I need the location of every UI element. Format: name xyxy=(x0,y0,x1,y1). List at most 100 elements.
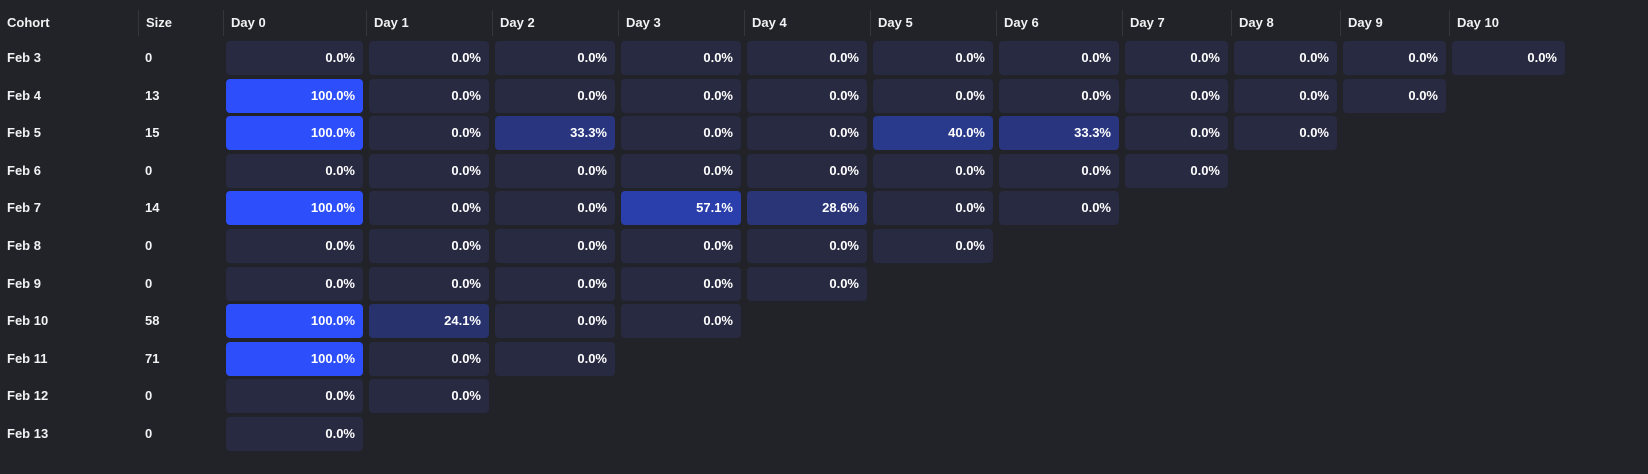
retention-cell[interactable]: 0.0% xyxy=(369,153,489,188)
column-header-day-7: Day 7 xyxy=(1122,10,1231,36)
cohort-size: 58 xyxy=(145,313,160,329)
cohort-label: Feb 10 xyxy=(7,313,49,329)
retention-cell[interactable]: 0.0% xyxy=(1125,116,1228,151)
column-header-cohort: Cohort xyxy=(7,15,50,30)
retention-cell[interactable]: 0.0% xyxy=(495,341,615,376)
cohort-label: Feb 7 xyxy=(7,200,41,216)
retention-cell[interactable]: 0.0% xyxy=(495,191,615,226)
cohort-size: 14 xyxy=(145,200,160,216)
cohort-size: 15 xyxy=(145,125,160,141)
retention-cell[interactable]: 0.0% xyxy=(226,229,363,263)
retention-cell[interactable]: 57.1% xyxy=(621,191,741,226)
cohort-label: Feb 8 xyxy=(7,238,41,253)
retention-cell[interactable]: 0.0% xyxy=(226,379,363,414)
retention-cell[interactable]: 0.0% xyxy=(369,379,489,414)
retention-cell[interactable]: 0.0% xyxy=(1343,41,1446,75)
cohort-size: 13 xyxy=(145,87,160,103)
retention-cell[interactable]: 0.0% xyxy=(369,229,489,263)
retention-cell[interactable]: 0.0% xyxy=(226,417,363,451)
cohort-size: 71 xyxy=(145,350,160,366)
retention-cell[interactable]: 0.0% xyxy=(1234,116,1337,151)
table-row: Feb 9 0 0.0% 0.0% 0.0% 0.0% 0.0% xyxy=(0,266,1648,301)
cohort-label: Feb 5 xyxy=(7,125,41,141)
cohort-size: 0 xyxy=(145,238,153,253)
retention-cell[interactable]: 0.0% xyxy=(226,41,363,75)
retention-cell[interactable]: 0.0% xyxy=(999,78,1119,113)
column-header-day-6: Day 6 xyxy=(996,10,1122,36)
retention-cell[interactable]: 0.0% xyxy=(621,116,741,151)
retention-cell[interactable]: 0.0% xyxy=(621,229,741,263)
cohort-label: Feb 4 xyxy=(7,87,41,103)
cohort-size: 0 xyxy=(145,275,153,291)
retention-cell[interactable]: 0.0% xyxy=(873,78,993,113)
retention-cell[interactable]: 0.0% xyxy=(495,304,615,339)
retention-cell[interactable]: 0.0% xyxy=(621,304,741,339)
column-header-day-8: Day 8 xyxy=(1231,10,1340,36)
retention-cell[interactable]: 100.0% xyxy=(226,304,363,339)
cohort-label: Feb 11 xyxy=(7,350,48,366)
retention-cell[interactable]: 0.0% xyxy=(495,41,615,75)
retention-cell[interactable]: 0.0% xyxy=(369,266,489,301)
retention-cell[interactable]: 100.0% xyxy=(226,191,363,226)
retention-cell[interactable]: 0.0% xyxy=(999,153,1119,188)
retention-cell[interactable]: 0.0% xyxy=(369,78,489,113)
retention-cell[interactable]: 0.0% xyxy=(621,41,741,75)
retention-cell[interactable]: 0.0% xyxy=(747,153,867,188)
cohort-size: 0 xyxy=(145,426,153,441)
cohort-size: 0 xyxy=(145,50,153,65)
retention-cell[interactable]: 0.0% xyxy=(495,153,615,188)
retention-cell[interactable]: 0.0% xyxy=(873,153,993,188)
retention-cell[interactable]: 0.0% xyxy=(1125,153,1228,188)
retention-cell[interactable]: 0.0% xyxy=(873,41,993,75)
table-row: Feb 12 0 0.0% 0.0% xyxy=(0,379,1648,414)
column-header-day-1: Day 1 xyxy=(366,10,492,36)
retention-table-header: Cohort Size Day 0 Day 1 Day 2 Day 3 Day 4 Day 5… xyxy=(0,0,1648,44)
table-row: Feb 8 0 0.0% 0.0% 0.0% 0.0% 0.0% 0.0% xyxy=(0,229,1648,263)
column-header-day-0: Day 0 xyxy=(223,10,366,36)
retention-cell[interactable]: 24.1% xyxy=(369,304,489,339)
retention-cell[interactable]: 0.0% xyxy=(747,229,867,263)
retention-cell[interactable]: 0.0% xyxy=(1234,78,1337,113)
retention-cell[interactable]: 0.0% xyxy=(999,41,1119,75)
retention-cell[interactable]: 0.0% xyxy=(1234,41,1337,75)
column-header-size: Size xyxy=(138,10,223,36)
retention-cell[interactable]: 33.3% xyxy=(495,116,615,151)
retention-cell[interactable]: 0.0% xyxy=(1343,78,1446,113)
retention-cell[interactable]: 0.0% xyxy=(873,191,993,226)
cohort-size: 0 xyxy=(145,162,153,178)
cohort-label: Feb 13 xyxy=(7,426,49,441)
retention-cell[interactable]: 0.0% xyxy=(495,78,615,113)
retention-cell[interactable]: 0.0% xyxy=(369,116,489,151)
retention-cell[interactable]: 0.0% xyxy=(747,116,867,151)
column-header-day-2: Day 2 xyxy=(492,10,618,36)
retention-cell[interactable]: 0.0% xyxy=(1125,78,1228,113)
cohort-label: Feb 3 xyxy=(7,50,41,65)
retention-cell[interactable]: 0.0% xyxy=(369,191,489,226)
table-row: Feb 3 0 0.0% 0.0% 0.0% 0.0% 0.0% 0.0% 0.0% 0.0% 0.… xyxy=(0,41,1648,75)
retention-cell[interactable]: 100.0% xyxy=(226,341,363,376)
retention-cell[interactable]: 100.0% xyxy=(226,116,363,151)
retention-cell[interactable]: 0.0% xyxy=(226,266,363,301)
retention-cell[interactable]: 0.0% xyxy=(369,41,489,75)
retention-cell[interactable]: 0.0% xyxy=(621,266,741,301)
retention-cell[interactable]: 100.0% xyxy=(226,78,363,113)
retention-cell[interactable]: 0.0% xyxy=(747,266,867,301)
retention-cell[interactable]: 0.0% xyxy=(495,229,615,263)
retention-cell[interactable]: 0.0% xyxy=(495,266,615,301)
retention-cell[interactable]: 0.0% xyxy=(747,41,867,75)
retention-cell[interactable]: 0.0% xyxy=(621,78,741,113)
retention-cell[interactable]: 33.3% xyxy=(999,116,1119,151)
retention-cell[interactable]: 40.0% xyxy=(873,116,993,151)
retention-cell[interactable]: 0.0% xyxy=(1125,41,1228,75)
retention-cell[interactable]: 0.0% xyxy=(226,153,363,188)
retention-cell[interactable]: 0.0% xyxy=(621,153,741,188)
retention-cell[interactable]: 0.0% xyxy=(1452,41,1565,75)
retention-cell[interactable]: 0.0% xyxy=(999,191,1119,226)
retention-cell[interactable]: 0.0% xyxy=(369,341,489,376)
retention-cell[interactable]: 28.6% xyxy=(747,191,867,226)
column-header-day-10: Day 10 xyxy=(1449,10,1568,36)
cohort-label: Feb 12 xyxy=(7,388,49,404)
retention-cell[interactable]: 0.0% xyxy=(747,78,867,113)
retention-cell[interactable]: 0.0% xyxy=(873,229,993,263)
column-header-day-9: Day 9 xyxy=(1340,10,1449,36)
